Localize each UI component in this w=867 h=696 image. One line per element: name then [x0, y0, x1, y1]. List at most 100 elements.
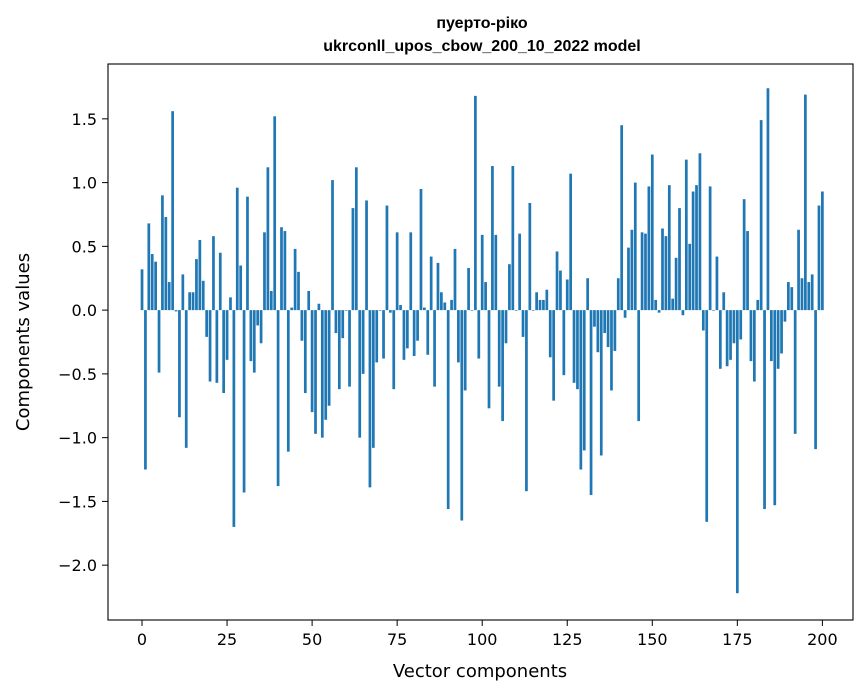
bar-7: [164, 217, 168, 311]
bar-56: [331, 180, 334, 311]
bar-94: [460, 310, 464, 521]
bar-117: [538, 299, 542, 311]
bar-6: [161, 195, 164, 311]
bar-1: [144, 310, 147, 470]
bar-82: [419, 188, 423, 311]
bar-89: [443, 302, 447, 311]
x-tick-label: 150: [637, 630, 668, 649]
bar-42: [283, 231, 287, 311]
bar-12: [181, 274, 185, 311]
bar-123: [559, 270, 562, 311]
bar-197: [810, 274, 814, 311]
bar-70: [378, 310, 382, 311]
bar-105: [497, 310, 501, 387]
y-tick-label: 1.5: [72, 110, 97, 129]
bar-156: [671, 298, 675, 311]
bar-100: [480, 234, 484, 311]
bar-63: [354, 167, 358, 311]
bar-76: [399, 305, 402, 311]
bar-174: [732, 310, 736, 344]
bar-84: [426, 310, 430, 355]
bar-68: [371, 310, 375, 448]
bar-96: [467, 268, 470, 311]
y-tick-label: −1.0: [58, 429, 97, 448]
bar-103: [491, 166, 494, 311]
bar-127: [572, 310, 576, 383]
bar-155: [667, 185, 671, 311]
x-tick-label: 25: [217, 630, 237, 649]
bar-18: [201, 280, 205, 311]
bar-39: [273, 116, 277, 311]
bar-49: [307, 290, 311, 311]
bar-90: [446, 310, 450, 510]
bar-115: [531, 310, 535, 311]
bar-196: [807, 282, 811, 311]
bar-101: [484, 282, 487, 311]
bar-73: [388, 310, 392, 313]
bar-91: [450, 299, 453, 311]
bar-161: [688, 243, 692, 311]
bar-55: [327, 310, 331, 406]
bar-41: [280, 227, 283, 311]
bar-112: [521, 310, 525, 337]
bar-193: [797, 229, 800, 311]
bar-98: [474, 95, 477, 311]
bar-175: [735, 310, 739, 594]
bar-200: [821, 191, 824, 311]
bar-86: [433, 310, 436, 387]
bar-88: [440, 292, 443, 311]
bar-62: [351, 208, 355, 311]
bar-50: [310, 310, 314, 413]
bar-168: [712, 310, 715, 311]
x-axis-ticks: 0 25 50 75 100 125 150 175 200: [137, 620, 838, 649]
bar-160: [684, 159, 688, 311]
bar-109: [511, 166, 515, 311]
bar-28: [235, 187, 239, 311]
bar-148: [644, 233, 647, 311]
bar-159: [681, 310, 685, 316]
bar-180: [752, 310, 756, 382]
bar-131: [586, 278, 590, 311]
bar-51: [314, 310, 317, 434]
bar-0: [140, 269, 144, 311]
bar-17: [198, 239, 202, 311]
bar-24: [222, 310, 226, 394]
bar-183: [763, 310, 766, 510]
bar-80: [412, 310, 416, 357]
x-tick-label: 200: [807, 630, 838, 649]
bar-195: [804, 94, 807, 311]
bar-163: [695, 185, 698, 311]
bar-9: [171, 111, 174, 311]
bar-92: [453, 248, 457, 311]
bar-11: [178, 310, 181, 418]
bar-2: [147, 223, 151, 311]
bar-198: [814, 310, 817, 450]
bar-177: [742, 199, 746, 311]
bar-144: [630, 229, 634, 311]
bar-167: [708, 186, 712, 311]
bar-154: [664, 236, 668, 311]
bar-166: [705, 310, 709, 522]
bar-170: [718, 310, 722, 369]
bar-3: [150, 254, 154, 311]
bar-191: [790, 287, 794, 311]
bar-184: [766, 88, 770, 311]
y-axis-label: Components values: [13, 253, 34, 431]
bar-118: [542, 299, 545, 311]
bar-192: [793, 310, 797, 434]
bar-59: [341, 310, 345, 339]
bar-132: [589, 310, 593, 496]
bar-182: [759, 120, 763, 311]
bar-77: [402, 310, 406, 360]
bar-188: [780, 310, 783, 354]
bar-75: [395, 232, 399, 311]
bar-137: [606, 310, 610, 348]
bar-149: [647, 186, 651, 311]
bar-151: [654, 299, 658, 311]
bar-34: [256, 310, 260, 326]
bar-146: [637, 310, 641, 422]
bar-145: [633, 182, 637, 311]
x-tick-label: 50: [302, 630, 322, 649]
bar-152: [657, 310, 661, 313]
bar-139: [613, 310, 617, 351]
